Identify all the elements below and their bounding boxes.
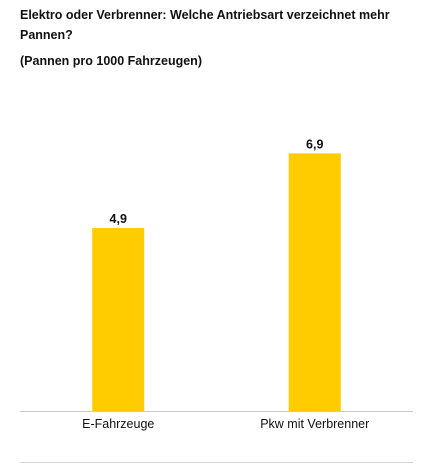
x-tick-label-1: Pkw mit Verbrenner bbox=[260, 417, 369, 431]
footer-divider bbox=[20, 462, 413, 463]
chart-subtitle: (Pannen pro 1000 Fahrzeugen) bbox=[20, 54, 202, 68]
data-label-0: 4,9 bbox=[110, 212, 127, 226]
bar-0 bbox=[92, 228, 145, 411]
x-tick-label-0: E-Fahrzeuge bbox=[82, 417, 154, 431]
bar-1 bbox=[288, 153, 341, 411]
data-label-1: 6,9 bbox=[306, 137, 323, 151]
chart-title: Elektro oder Verbrenner: Welche Antriebs… bbox=[20, 8, 390, 42]
